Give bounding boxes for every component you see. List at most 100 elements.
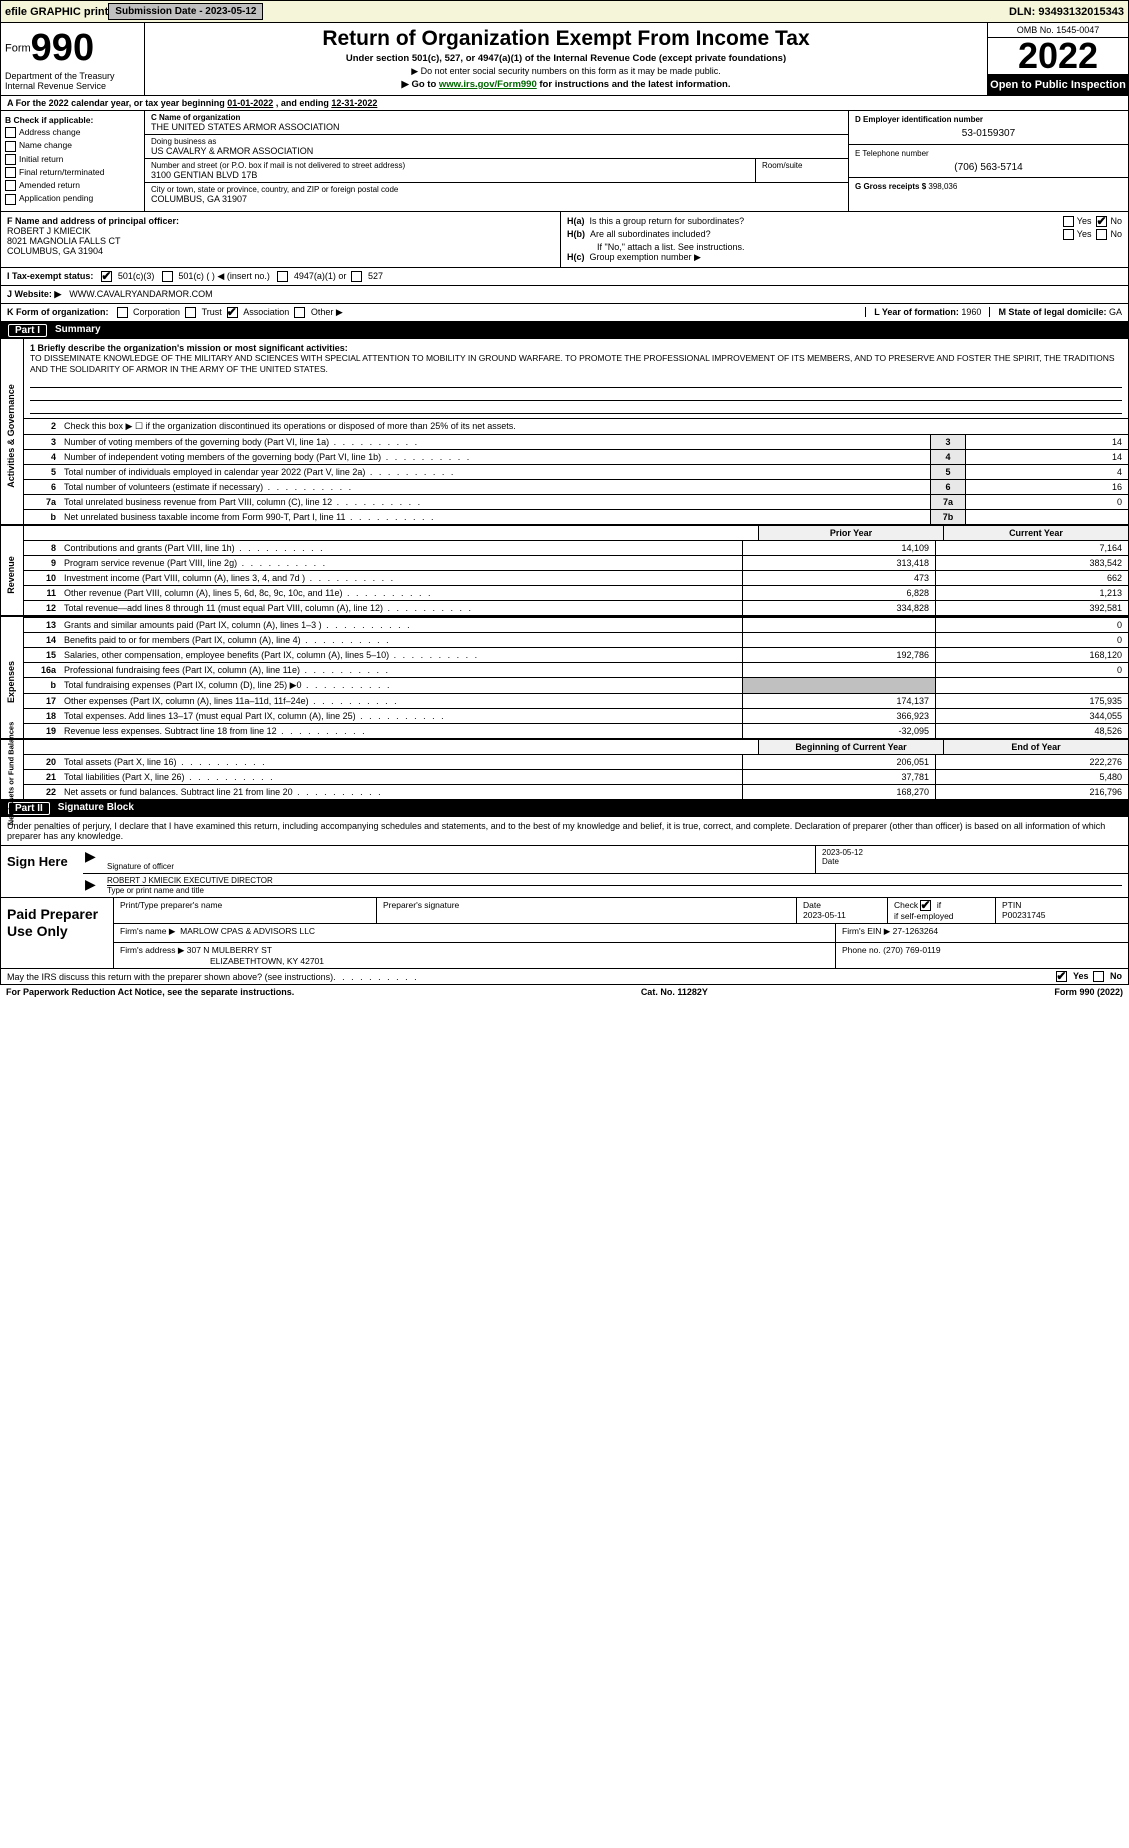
submission-date-button[interactable]: Submission Date - 2023-05-12 (108, 3, 263, 20)
prep-name-label: Print/Type preparer's name (114, 898, 377, 923)
table-row: 15Salaries, other compensation, employee… (24, 647, 1128, 662)
chk-assoc[interactable] (227, 307, 238, 318)
street-value: 3100 GENTIAN BLVD 17B (151, 170, 749, 180)
blank-line-2 (30, 388, 1122, 401)
part1-num: Part I (8, 324, 47, 337)
chk-501c3[interactable] (101, 271, 112, 282)
room-label: Room/suite (762, 161, 842, 170)
col-b-header: B Check if applicable: (5, 115, 140, 125)
officer-printed-name: ROBERT J KMIECIK EXECUTIVE DIRECTOR (107, 876, 1122, 885)
part1-title: Summary (55, 324, 101, 337)
ha-no[interactable]: No (1110, 216, 1122, 226)
table-row: bTotal fundraising expenses (Part IX, co… (24, 677, 1128, 693)
city-block: City or town, state or province, country… (145, 183, 848, 206)
header-left: Form990 Department of the Treasury Inter… (1, 23, 145, 95)
efile-header-bar: efile GRAPHIC print Submission Date - 20… (0, 0, 1129, 23)
hb-yes[interactable]: Yes (1077, 229, 1092, 239)
chk-other[interactable] (294, 307, 305, 318)
chk-corp[interactable] (117, 307, 128, 318)
hb-note: If "No," attach a list. See instructions… (567, 242, 1122, 252)
prep-date-label: Date (803, 900, 821, 910)
row-i-label: I Tax-exempt status: (7, 271, 93, 281)
phone-block: E Telephone number (706) 563-5714 (848, 145, 1128, 179)
chk-initial-return[interactable]: Initial return (5, 154, 140, 165)
hb-no[interactable]: No (1110, 229, 1122, 239)
phone-label: E Telephone number (855, 149, 1122, 158)
name-title-label: Type or print name and title (107, 885, 1122, 895)
chk-501c[interactable] (162, 271, 173, 282)
ssn-note: ▶ Do not enter social security numbers o… (153, 66, 979, 77)
sign-here-label: Sign Here (1, 846, 83, 897)
form-footer: Form 990 (2022) (1054, 987, 1123, 997)
chk-address-change[interactable]: Address change (5, 127, 140, 138)
tax-year: 2022 (988, 38, 1128, 75)
dln-label: DLN: 93493132015343 (1009, 6, 1124, 18)
chk-amended-return[interactable]: Amended return (5, 180, 140, 191)
arrow-icon: ▶ (83, 846, 101, 873)
l-label: L Year of formation: (874, 307, 959, 317)
hc-row: H(c) Group exemption number ▶ (567, 252, 1122, 263)
form-title: Return of Organization Exempt From Incom… (153, 27, 979, 51)
netassets-section: Net Assets or Fund Balances Beginning of… (1, 738, 1128, 799)
table-row: 8Contributions and grants (Part VIII, li… (24, 540, 1128, 555)
chk-application-pending[interactable]: Application pending (5, 193, 140, 204)
blank-line-1 (30, 375, 1122, 388)
city-label: City or town, state or province, country… (151, 185, 842, 194)
vert-label-revenue: Revenue (1, 526, 24, 615)
mission-text: TO DISSEMINATE KNOWLEDGE OF THE MILITARY… (30, 353, 1122, 375)
gross-label: G Gross receipts $ (855, 182, 926, 191)
chk-527[interactable] (351, 271, 362, 282)
table-row: 17Other expenses (Part IX, column (A), l… (24, 693, 1128, 708)
table-row: 20Total assets (Part X, line 16)206,0512… (24, 754, 1128, 769)
row-a-label: A For the 2022 calendar year, or tax yea… (7, 98, 227, 108)
vert-label-gov: Activities & Governance (1, 339, 24, 524)
chk-discuss-yes[interactable] (1056, 971, 1067, 982)
col-c-org-info: C Name of organization THE UNITED STATES… (145, 111, 848, 211)
final-footer: For Paperwork Reduction Act Notice, see … (0, 985, 1129, 999)
street-label: Number and street (or P.O. box if mail i… (151, 161, 749, 170)
irs-link[interactable]: www.irs.gov/Form990 (439, 79, 537, 90)
prep-row-2: Firm's name ▶ MARLOW CPAS & ADVISORS LLC… (114, 924, 1128, 943)
row-k-label: K Form of organization: (7, 307, 109, 317)
firm-name-label: Firm's name ▶ (120, 926, 175, 936)
header-mid: Return of Organization Exempt From Incom… (145, 23, 987, 95)
col-f-officer: F Name and address of principal officer:… (1, 212, 560, 267)
city-value: COLUMBUS, GA 31907 (151, 194, 842, 204)
sig-date: 2023-05-12 (822, 848, 1122, 857)
chk-final-return[interactable]: Final return/terminated (5, 167, 140, 178)
sig-date-label: Date (822, 857, 1122, 866)
table-row: 14Benefits paid to or for members (Part … (24, 632, 1128, 647)
chk-name-change[interactable]: Name change (5, 140, 140, 151)
firm-addr2: ELIZABETHTOWN, KY 42701 (120, 956, 324, 966)
goto-prefix: ▶ Go to (402, 79, 439, 90)
revenue-col-header: Prior Year Current Year (24, 526, 1128, 540)
summary-body: Activities & Governance 1 Briefly descri… (0, 339, 1129, 800)
header-right: OMB No. 1545-0047 2022 Open to Public In… (987, 23, 1128, 95)
firm-addr-label: Firm's address ▶ (120, 945, 184, 955)
cat-number: Cat. No. 11282Y (641, 987, 708, 997)
firm-ein: 27-1263264 (893, 926, 938, 936)
org-name-block: C Name of organization THE UNITED STATES… (145, 111, 848, 135)
discuss-row: May the IRS discuss this return with the… (0, 969, 1129, 985)
ha-yes[interactable]: Yes (1077, 216, 1092, 226)
chk-4947[interactable] (277, 271, 288, 282)
row-j-website: J Website: ▶ WWW.CAVALRYANDARMOR.COM (0, 286, 1129, 304)
prep-row-1: Print/Type preparer's name Preparer's si… (114, 898, 1128, 924)
prep-row-3: Firm's address ▶ 307 N MULBERRY ST ELIZA… (114, 943, 1128, 968)
table-row: 21Total liabilities (Part X, line 26)37,… (24, 769, 1128, 784)
penalty-statement: Under penalties of perjury, I declare th… (0, 817, 1129, 846)
m-label: M State of legal domicile: (998, 307, 1106, 317)
chk-trust[interactable] (185, 307, 196, 318)
row-a-end: 12-31-2022 (331, 98, 377, 108)
prep-check-label: Check (894, 900, 918, 910)
sign-here-section: Sign Here ▶ Signature of officer 2023-05… (0, 846, 1129, 898)
section-bcd: B Check if applicable: Address change Na… (0, 111, 1129, 212)
revenue-section: Revenue Prior Year Current Year 8Contrib… (1, 524, 1128, 615)
street-row: Number and street (or P.O. box if mail i… (145, 159, 848, 183)
prep-date: 2023-05-11 (803, 910, 846, 920)
ha-row: H(a) Is this a group return for subordin… (567, 216, 1122, 227)
chk-self-employed[interactable] (920, 900, 931, 911)
street-block: Number and street (or P.O. box if mail i… (145, 159, 756, 183)
dept-treasury: Department of the Treasury (5, 71, 140, 81)
chk-discuss-no[interactable] (1093, 971, 1104, 982)
